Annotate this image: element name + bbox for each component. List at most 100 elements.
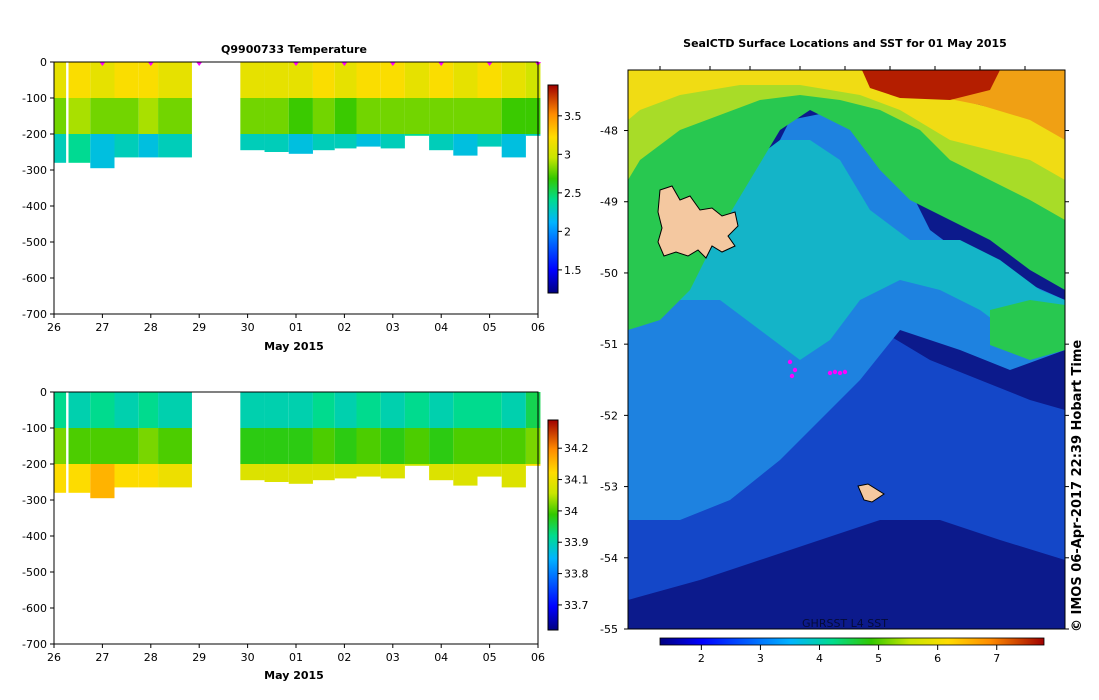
profile-deep-layer xyxy=(501,464,526,488)
profile-deep-layer xyxy=(68,464,91,493)
profile-upper-layer xyxy=(138,392,159,428)
profile-column xyxy=(356,62,381,147)
x-tick-label: 01 xyxy=(289,651,303,664)
profile-mid-layer xyxy=(68,98,91,134)
sst-latitude-axis: -48 -49 -50 -51 -52 -53 -54 -55 xyxy=(600,66,1069,636)
profile-column xyxy=(54,392,67,493)
x-tick-label: 28 xyxy=(144,651,158,664)
profile-deep-layer xyxy=(240,134,265,151)
profile-deep-layer xyxy=(54,464,67,493)
colorbar-tick-label: 3.5 xyxy=(564,110,582,123)
x-tick-label: 01 xyxy=(289,321,303,334)
profile-upper-layer xyxy=(429,62,454,98)
x-tick-label: 28 xyxy=(144,321,158,334)
profile-deep-layer xyxy=(54,134,67,163)
sst-yellow-green-region xyxy=(628,70,1065,220)
profile-column xyxy=(54,62,67,163)
temperature-y-axis: 0 -100 -200 -300 -400 -500 -600 -700 xyxy=(22,56,54,321)
celsius-tick-label: 7 xyxy=(993,652,1000,665)
y-tick-label: -500 xyxy=(22,236,47,249)
temperature-profiles xyxy=(54,62,541,169)
profile-upper-layer xyxy=(90,392,115,428)
temperature-x-axis: 26 27 28 29 30 01 02 03 04 05 06 xyxy=(47,314,545,334)
profile-deep-layer xyxy=(525,134,541,136)
salinity-profiles xyxy=(54,392,541,499)
profile-deep-layer xyxy=(264,134,289,152)
x-tick-label: 05 xyxy=(483,651,497,664)
surface-marker xyxy=(147,62,154,66)
profile-mid-layer xyxy=(453,428,478,464)
profile-mid-layer xyxy=(90,98,115,134)
salinity-colorbar-ticks: 33.7 33.8 33.9 34 34.1 34.2 xyxy=(558,442,589,612)
sst-map-title: SealCTD Surface Locations and SST for 01… xyxy=(683,37,1007,50)
profile-upper-layer xyxy=(114,392,139,428)
seal-location xyxy=(787,359,793,365)
profile-column xyxy=(264,392,289,482)
profile-deep-layer xyxy=(429,464,454,481)
profile-deep-layer xyxy=(158,464,192,488)
profile-mid-layer xyxy=(404,98,430,134)
y-tick-label: -500 xyxy=(22,566,47,579)
profile-column xyxy=(477,392,502,477)
profile-deep-layer xyxy=(453,134,478,156)
y-tick-label: -700 xyxy=(22,308,47,321)
y-tick-label: -700 xyxy=(22,638,47,651)
profile-upper-layer xyxy=(404,62,430,98)
colorbar-tick-label: 33.9 xyxy=(564,536,589,549)
profile-deep-layer xyxy=(404,134,430,136)
profile-mid-layer xyxy=(240,98,265,134)
surface-marker xyxy=(99,62,106,66)
profile-mid-layer xyxy=(158,428,192,464)
sst-warm-red-region xyxy=(862,70,1000,100)
y-tick-label: 0 xyxy=(40,386,47,399)
profile-upper-layer xyxy=(138,62,159,98)
lat-tick-label: -55 xyxy=(600,623,618,636)
profile-deep-layer xyxy=(264,464,289,482)
colorbar-tick-label: 33.8 xyxy=(564,568,589,581)
seal-location xyxy=(832,369,838,375)
profile-column xyxy=(90,62,115,169)
profile-upper-layer xyxy=(288,62,313,98)
seal-location xyxy=(842,369,848,375)
profile-mid-layer xyxy=(380,428,405,464)
profile-column xyxy=(501,62,526,158)
profile-mid-layer xyxy=(334,98,357,134)
profile-deep-layer xyxy=(312,464,335,481)
lat-tick-label: -49 xyxy=(600,196,618,209)
celsius-tick-label: 3 xyxy=(757,652,764,665)
y-tick-label: -300 xyxy=(22,494,47,507)
surface-marker xyxy=(196,62,203,66)
profile-deep-layer xyxy=(477,134,502,147)
profile-upper-layer xyxy=(501,62,526,98)
seal-location xyxy=(827,370,833,376)
x-tick-label: 27 xyxy=(95,651,109,664)
imos-credit: © IMOS 06-Apr-2017 22:39 Hobart Time xyxy=(1070,340,1085,632)
profile-column xyxy=(138,62,159,158)
y-tick-label: -300 xyxy=(22,164,47,177)
lat-tick-label: -54 xyxy=(600,552,618,565)
colorbar-tick-label: 33.7 xyxy=(564,599,589,612)
celsius-tick-label: 6 xyxy=(934,652,941,665)
profile-upper-layer xyxy=(525,392,541,428)
sst-map-frame xyxy=(627,69,1066,630)
profile-deep-layer xyxy=(312,134,335,151)
colorbar-tick-label: 3 xyxy=(564,148,571,161)
profile-upper-layer xyxy=(380,392,405,428)
profile-mid-layer xyxy=(240,428,265,464)
celsius-tick-label: 4 xyxy=(816,652,823,665)
salinity-y-axis: 0 -100 -200 -300 -400 -500 -600 -700 xyxy=(22,386,54,651)
profile-deep-layer xyxy=(114,464,139,488)
surface-marker xyxy=(389,62,396,66)
colorbar-tick-label: 34.1 xyxy=(564,474,589,487)
salinity-x-axis: 26 27 28 29 30 01 02 03 04 05 06 xyxy=(47,644,545,664)
profile-deep-layer xyxy=(525,464,541,466)
profile-deep-layer xyxy=(138,134,159,158)
profile-mid-layer xyxy=(477,428,502,464)
profile-column xyxy=(380,392,405,479)
lat-tick-label: -52 xyxy=(600,409,618,422)
profile-column xyxy=(356,392,381,477)
profile-mid-layer xyxy=(264,428,289,464)
profile-deep-layer xyxy=(477,464,502,477)
profile-deep-layer xyxy=(288,464,313,484)
